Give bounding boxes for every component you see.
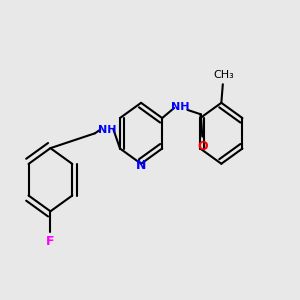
Text: N: N: [136, 159, 146, 172]
Text: O: O: [197, 140, 208, 153]
Text: NH: NH: [98, 124, 116, 135]
Text: F: F: [46, 236, 55, 248]
Text: CH₃: CH₃: [213, 70, 234, 80]
Text: NH: NH: [171, 102, 189, 112]
